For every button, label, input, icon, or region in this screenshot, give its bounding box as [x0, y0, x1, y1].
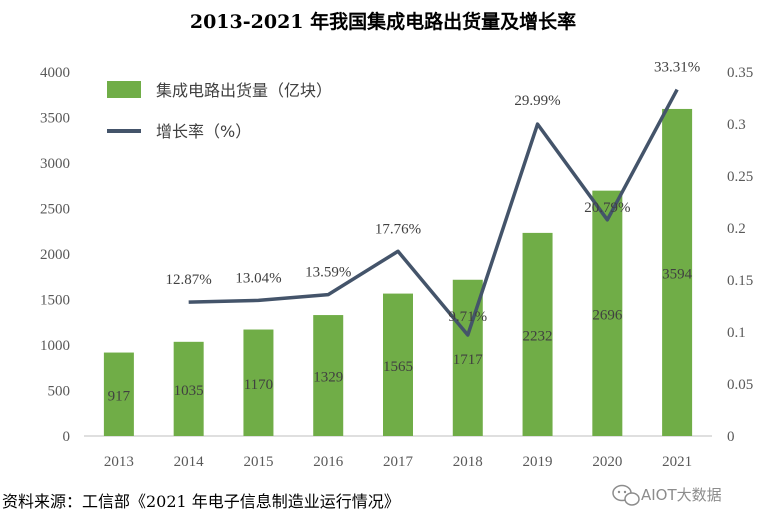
- right-tick-label: 0.15: [727, 273, 753, 289]
- growth-value-label: 9.71%: [448, 309, 487, 325]
- bar-value-label: 2232: [523, 328, 553, 344]
- growth-value-label: 33.31%: [654, 60, 700, 76]
- bar: [173, 341, 204, 436]
- left-tick-label: 1000: [40, 338, 70, 354]
- growth-value-label: 13.59%: [305, 265, 351, 281]
- bar: [522, 232, 553, 436]
- x-tick-label: 2018: [453, 454, 483, 470]
- bar-value-label: 3594: [662, 266, 693, 282]
- growth-line: [188, 88, 679, 337]
- right-axis-ticks: 0 0.05 0.1 0.15 0.2 0.25 0.3 0.35: [727, 65, 753, 445]
- growth-value-label: 13.04%: [235, 270, 281, 286]
- x-tick-label: 2019: [523, 454, 553, 470]
- left-tick-label: 2000: [40, 247, 70, 263]
- left-tick-label: 1500: [40, 293, 70, 309]
- right-tick-label: 0.1: [727, 325, 746, 341]
- x-tick-label: 2014: [174, 454, 205, 470]
- right-tick-label: 0.3: [727, 117, 746, 133]
- right-tick-label: 0.05: [727, 377, 753, 393]
- legend-bar-swatch: [107, 81, 141, 98]
- watermark-text: AIOT大数据: [641, 486, 722, 504]
- bar: [383, 293, 413, 436]
- watermark: AIOT大数据: [612, 484, 722, 506]
- right-tick-label: 0: [727, 429, 735, 445]
- growth-value-label: 12.87%: [166, 272, 212, 288]
- left-tick-label: 3500: [40, 111, 70, 127]
- left-tick-label: 2500: [40, 202, 70, 218]
- x-tick-label: 2021: [662, 454, 692, 470]
- bar: [243, 329, 274, 436]
- right-tick-label: 0.25: [727, 169, 753, 185]
- x-axis-ticks: 2013 2014 2015 2016 2017 2018 2019 2020 2021: [104, 454, 692, 470]
- bar: [592, 190, 623, 436]
- bar: [313, 315, 344, 436]
- bar-value-label: 1717: [453, 352, 484, 368]
- bar-value-label: 1035: [174, 383, 204, 399]
- x-tick-label: 2013: [104, 454, 134, 470]
- bar: [662, 108, 693, 437]
- x-tick-label: 2020: [592, 454, 622, 470]
- legend: 集成电路出货量（亿块） 增长率（%）: [107, 81, 332, 141]
- growth-value-label: 17.76%: [375, 221, 421, 237]
- right-tick-label: 0.35: [727, 65, 753, 81]
- bar-series: [103, 108, 693, 437]
- chart-title: 2013-2021 年我国集成电路出货量及增长率: [190, 10, 576, 33]
- source-note: 资料来源：工信部《2021 年电子信息制造业运行情况》: [2, 492, 400, 511]
- bar-value-labels: 917 1035 1170 1329 1565 1717 2232 2696 3594: [108, 266, 693, 404]
- x-tick-label: 2015: [243, 454, 273, 470]
- bar-value-label: 2696: [592, 307, 623, 323]
- left-tick-label: 0: [63, 429, 71, 445]
- left-tick-label: 500: [48, 384, 71, 400]
- growth-line-series: [188, 88, 679, 337]
- left-tick-label: 3000: [40, 156, 70, 172]
- growth-value-labels: 12.87% 13.04% 13.59% 17.76% 9.71% 29.99% 20.79…: [166, 60, 701, 325]
- bar: [103, 352, 134, 436]
- bar-value-label: 1565: [383, 359, 413, 375]
- x-tick-label: 2016: [313, 454, 344, 470]
- bar-value-label: 917: [108, 388, 131, 404]
- right-tick-label: 0.2: [727, 221, 746, 237]
- left-tick-label: 4000: [40, 65, 70, 81]
- legend-bar-label: 集成电路出货量（亿块）: [156, 81, 332, 100]
- growth-value-label: 29.99%: [514, 93, 560, 109]
- wechat-icon: [612, 484, 640, 506]
- growth-value-label: 20.79%: [584, 200, 630, 216]
- bar-value-label: 1329: [313, 370, 343, 386]
- x-tick-label: 2017: [383, 454, 414, 470]
- left-axis-ticks: 0 500 1000 1500 2000 2500 3000 3500 4000: [40, 65, 70, 445]
- bar-value-label: 1170: [244, 377, 273, 393]
- legend-line-label: 增长率（%）: [156, 122, 251, 141]
